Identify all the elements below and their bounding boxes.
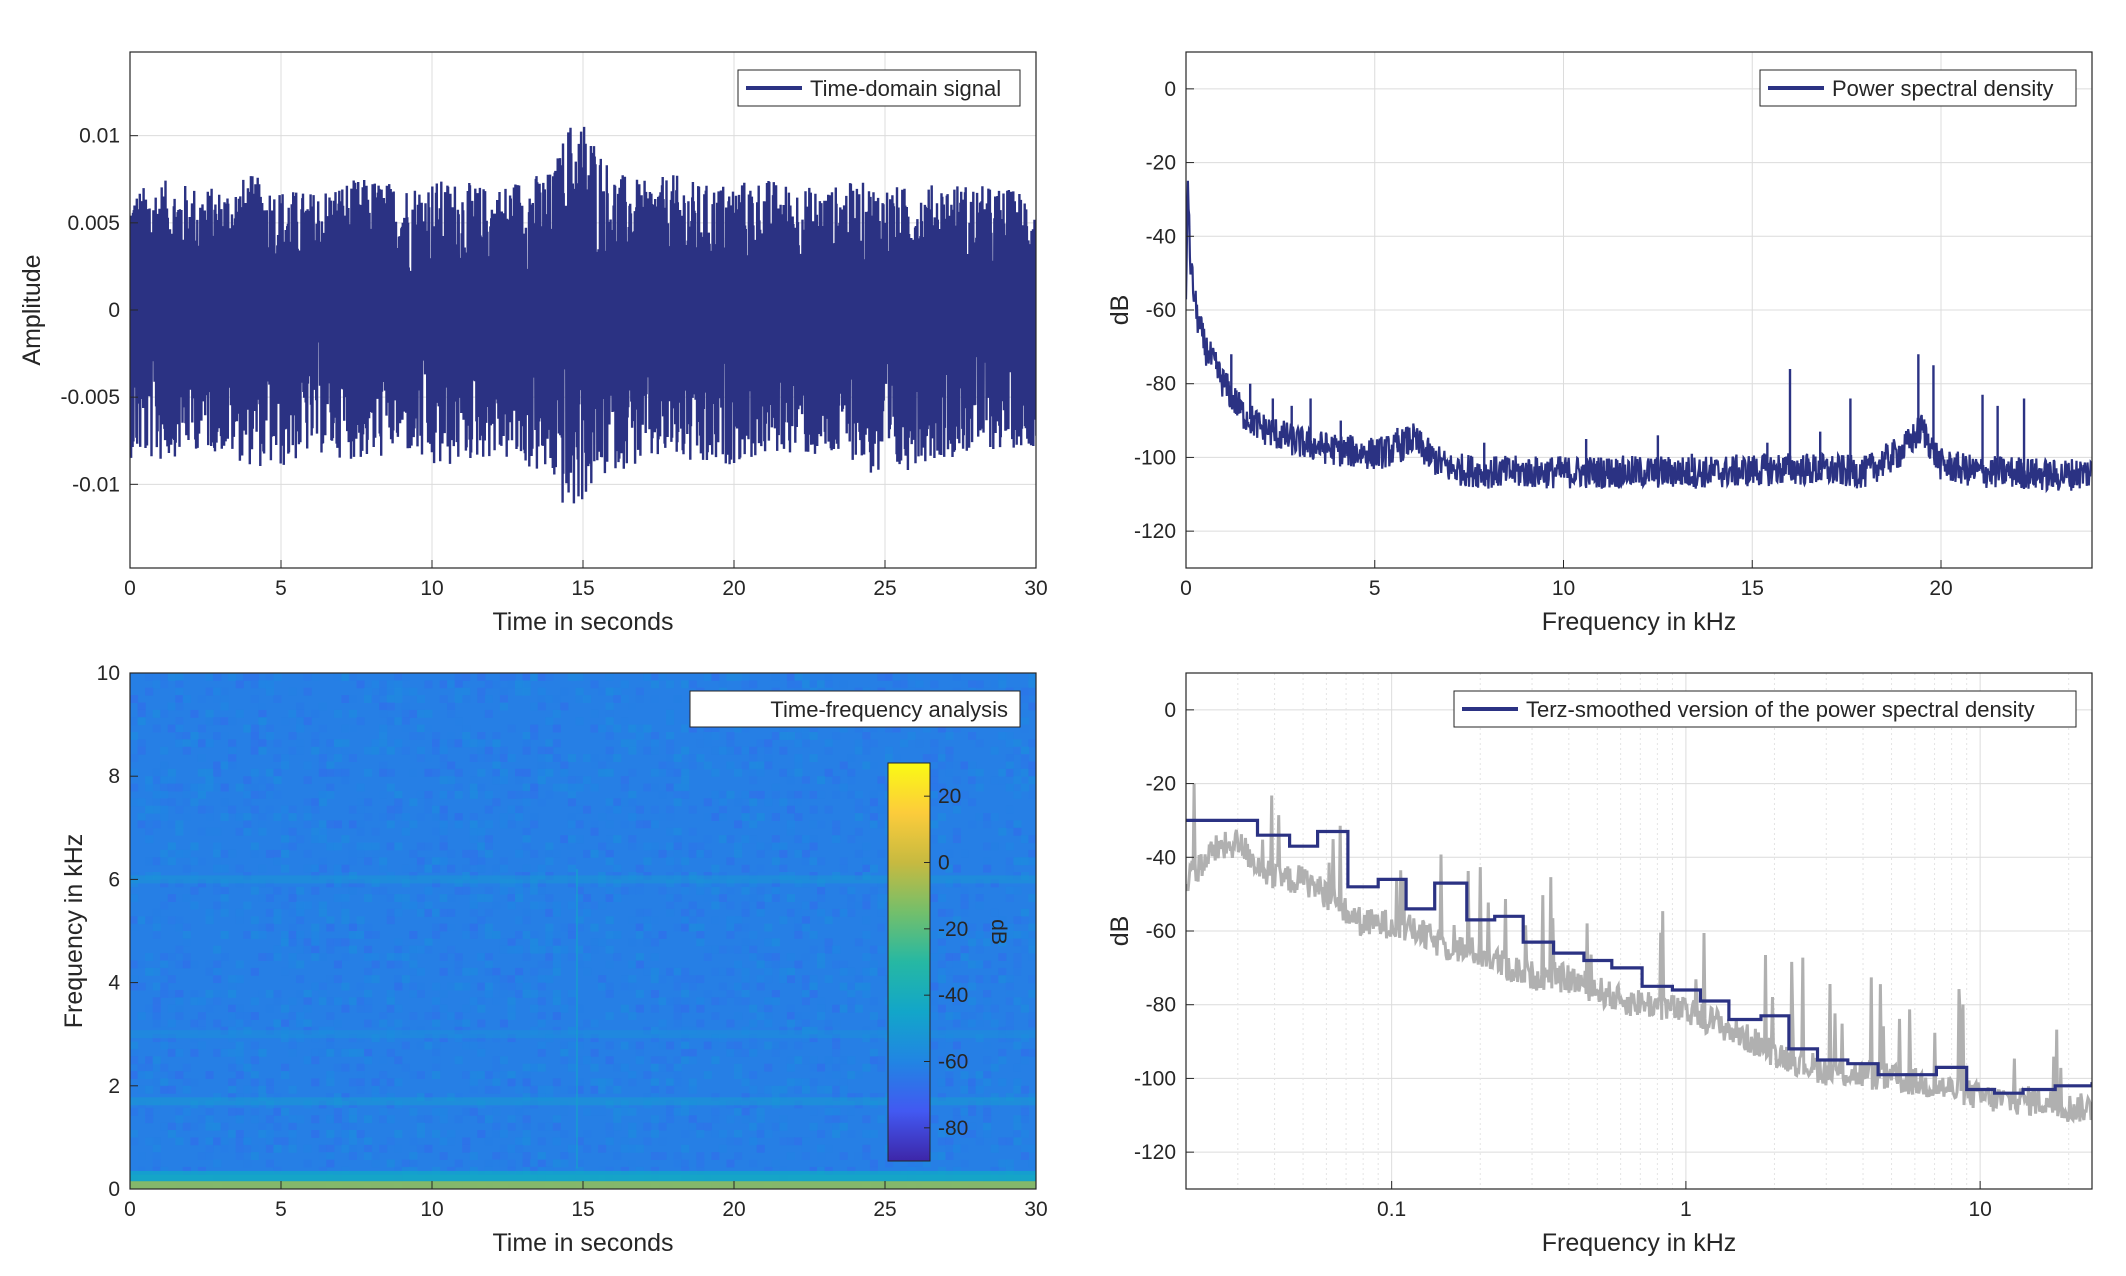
y-tick-label: -40: [1146, 225, 1176, 248]
series-power-spectral-density: [1186, 180, 2092, 494]
y-tick-label: -60: [1146, 920, 1176, 943]
x-axis-label: Frequency in kHz: [1542, 608, 1737, 636]
y-tick-label: -0.005: [60, 386, 120, 409]
x-tick-label: 0: [1180, 577, 1192, 600]
legend-box: [1453, 690, 2077, 728]
panel-terz-psd: 0.1 1 10 -120 -100 -80 -60 -40 -20 0 Frequency in …: [1106, 672, 2093, 1257]
y-tick-label: 0: [1164, 78, 1176, 101]
panel-spectrogram: 0 5 10 15 20 25 30 0 2 4 6 8 10 Time in seconds Freque…: [60, 662, 1048, 1257]
y-tick-label: -120: [1134, 520, 1176, 543]
legend-box: [1759, 69, 2077, 107]
spectrogram-band: [130, 875, 1036, 884]
y-tick-label: -120: [1134, 1141, 1176, 1164]
y-axis-label: Amplitude: [18, 254, 46, 365]
colorbar-label: dB: [987, 919, 1010, 945]
x-tick-label: 25: [873, 1198, 896, 1221]
x-tick-label: 0: [124, 577, 136, 600]
y-tick-label: -100: [1134, 446, 1176, 469]
y-tick-label: 0: [108, 299, 120, 322]
x-tick-label: 5: [275, 1198, 287, 1221]
panel-psd: 0 5 10 15 20 -120 -100 -80 -60 -40 -20 0 Frequency i…: [1106, 51, 2093, 636]
x-axis-label: Time in seconds: [492, 608, 673, 636]
x-tick-label: 20: [1929, 577, 1952, 600]
legend: Time-frequency analysis: [689, 690, 1021, 728]
series-time-domain-signal: [130, 126, 1036, 504]
legend-label: Time-domain signal: [810, 76, 1001, 101]
x-tick-label: 15: [1741, 577, 1764, 600]
colorbar-tick-label: -40: [938, 984, 968, 1007]
spectrogram-band: [130, 1097, 1036, 1106]
y-tick-label: -0.01: [72, 473, 120, 496]
low-frequency-energy: [130, 1170, 1036, 1182]
x-tick-label: 30: [1024, 1198, 1047, 1221]
y-tick-label: 0.005: [67, 212, 120, 235]
x-tick-label: 0.1: [1377, 1198, 1406, 1221]
spectrogram-cells: [130, 673, 1037, 1190]
y-tick-label: -40: [1146, 846, 1176, 869]
x-tick-label: 20: [722, 577, 745, 600]
x-tick-label: 10: [420, 1198, 443, 1221]
x-tick-label: 10: [1552, 577, 1575, 600]
y-tick-label: 10: [97, 662, 120, 685]
y-tick-label: -100: [1134, 1067, 1176, 1090]
spectrogram-band: [130, 1030, 1036, 1039]
colorbar-tick-label: 0: [938, 852, 950, 875]
legend: Terz-smoothed version of the power spect…: [1453, 690, 2077, 728]
x-tick-label: 30: [1024, 577, 1047, 600]
y-tick-label: -60: [1146, 299, 1176, 322]
x-tick-label: 10: [1968, 1198, 1991, 1221]
x-tick-label: 20: [722, 1198, 745, 1221]
y-tick-label: 0: [1164, 699, 1176, 722]
panel-time-domain: 0 5 10 15 20 25 30 -0.01 -0.005 0 0.005 0.01 Time in…: [18, 51, 1048, 636]
series-terz-smoothed-psd: [1186, 818, 2092, 1095]
colorbar: [887, 762, 931, 1162]
x-tick-label: 5: [275, 577, 287, 600]
x-tick-label: 15: [571, 1198, 594, 1221]
x-axis-label: Time in seconds: [492, 1229, 673, 1257]
y-tick-label: 4: [108, 972, 120, 995]
y-tick-label: -20: [1146, 152, 1176, 175]
x-tick-label: 5: [1369, 577, 1381, 600]
y-tick-label: -80: [1146, 994, 1176, 1017]
legend-label: Time-frequency analysis: [770, 697, 1008, 722]
x-tick-label: 1: [1680, 1198, 1692, 1221]
x-axis-label: Frequency in kHz: [1542, 1229, 1737, 1257]
legend-box: [689, 690, 1021, 728]
y-tick-label: 2: [108, 1075, 120, 1098]
y-tick-label: -20: [1146, 773, 1176, 796]
y-tick-label: 8: [108, 765, 120, 788]
x-tick-label: 15: [571, 577, 594, 600]
legend-label: Terz-smoothed version of the power spect…: [1526, 697, 2035, 722]
legend: Time-domain signal: [737, 69, 1021, 107]
legend: Power spectral density: [1759, 69, 2077, 107]
y-tick-label: 0: [108, 1178, 120, 1201]
colorbar-tick-label: -80: [938, 1117, 968, 1140]
legend-label: Power spectral density: [1832, 76, 2053, 101]
y-axis-label: Frequency in kHz: [60, 834, 88, 1029]
colorbar-tick-label: -20: [938, 918, 968, 941]
y-axis-label: dB: [1106, 295, 1134, 326]
colorbar-tick-label: 20: [938, 785, 961, 808]
y-tick-label: -80: [1146, 373, 1176, 396]
x-tick-label: 25: [873, 577, 896, 600]
y-tick-label: 0.01: [79, 125, 120, 148]
y-axis-label: dB: [1106, 916, 1134, 947]
x-tick-label: 10: [420, 577, 443, 600]
colorbar-tick-label: -60: [938, 1051, 968, 1074]
x-tick-label: 0: [124, 1198, 136, 1221]
series-raw-psd: [1186, 783, 2092, 1124]
y-tick-label: 6: [108, 868, 120, 891]
